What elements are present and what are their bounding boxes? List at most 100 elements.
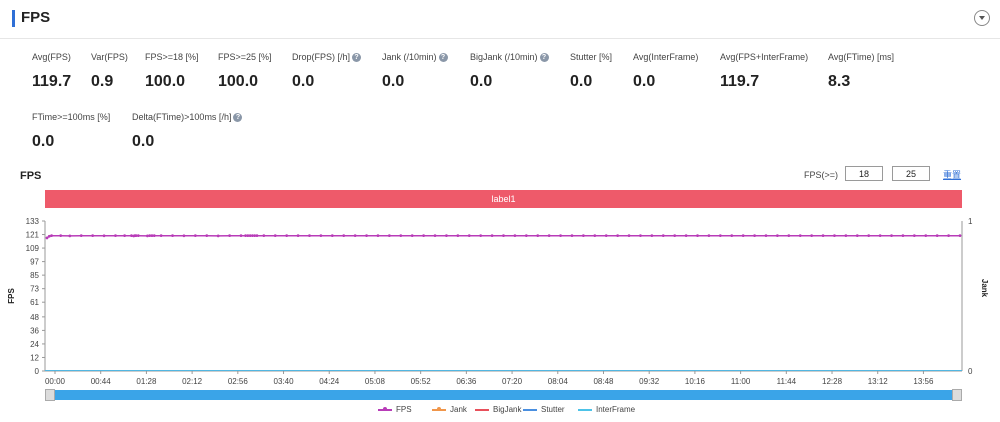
legend-swatch xyxy=(432,406,446,411)
collapse-chevron-icon[interactable] xyxy=(974,10,990,26)
metric-value: 0.0 xyxy=(570,73,593,90)
fps-point xyxy=(79,234,83,238)
fps-point xyxy=(935,234,939,238)
metric-label: BigJank (/10min)? xyxy=(470,52,549,62)
metric-item: Avg(FPS) 119.7 xyxy=(32,52,71,91)
fps-point xyxy=(547,234,551,238)
y-tick-label: 36 xyxy=(30,326,39,335)
fps-point xyxy=(570,234,574,238)
fps-point xyxy=(253,234,257,238)
fps-point xyxy=(867,234,871,238)
help-icon[interactable]: ? xyxy=(438,52,448,62)
y-tick-label: 0 xyxy=(35,367,40,376)
y-axis-label-right: Jank xyxy=(980,279,989,298)
legend-label: InterFrame xyxy=(596,405,636,414)
fps-point xyxy=(764,234,768,238)
slider-start-handle[interactable] xyxy=(45,389,55,401)
fps-threshold-label: FPS(>=) xyxy=(804,170,839,180)
x-tick-label: 06:36 xyxy=(456,377,477,386)
x-tick-label: 02:12 xyxy=(182,377,203,386)
metric-label: Avg(FTime) [ms] xyxy=(828,52,895,62)
fps-point xyxy=(627,234,631,238)
fps-point xyxy=(661,234,665,238)
y-tick-label: 61 xyxy=(30,298,39,307)
x-tick-label: 04:24 xyxy=(319,377,340,386)
fps-point xyxy=(296,234,300,238)
metric-value: 119.7 xyxy=(32,73,72,90)
fps-threshold-input-1[interactable]: 18 xyxy=(845,166,883,181)
fps-point xyxy=(741,234,745,238)
metric-label: Avg(FPS) xyxy=(32,52,71,62)
page-header: FPS xyxy=(0,0,1000,39)
fps-point xyxy=(399,234,403,238)
fps-point xyxy=(445,234,448,238)
y-right-tick-label: 0 xyxy=(968,367,973,376)
legend-item[interactable]: InterFrame xyxy=(578,405,635,414)
help-icon[interactable]: ? xyxy=(233,112,243,122)
legend-label: BigJank xyxy=(493,405,522,414)
reset-button[interactable]: 重置 xyxy=(943,170,962,180)
x-tick-label: 03:40 xyxy=(274,377,295,386)
x-tick-label: 07:20 xyxy=(502,377,523,386)
fps-point xyxy=(787,234,791,238)
metric-item: FPS>=18 [%] 100.0 xyxy=(145,52,199,91)
fps-point xyxy=(524,234,528,238)
metric-label: Avg(FPS+InterFrame) xyxy=(720,52,809,62)
label-band: label1 xyxy=(45,190,962,208)
fps-point xyxy=(502,234,505,238)
fps-point xyxy=(159,234,163,238)
fps-point xyxy=(776,234,779,238)
fps-point xyxy=(114,234,117,238)
help-icon[interactable]: ? xyxy=(539,52,549,62)
fps-point xyxy=(456,234,460,238)
legend-swatch xyxy=(523,408,537,411)
fps-point xyxy=(604,234,608,238)
x-tick-label: 00:00 xyxy=(45,377,66,386)
metric-item: Drop(FPS) [/h]? 0.0 xyxy=(292,52,362,91)
fps-point xyxy=(410,234,414,238)
fps-point xyxy=(718,234,722,238)
fps-point xyxy=(59,234,63,238)
metric-value: 0.0 xyxy=(470,73,493,90)
fps-point xyxy=(947,234,950,238)
fps-point xyxy=(239,234,243,238)
x-tick-label: 11:00 xyxy=(731,377,751,386)
time-range-slider[interactable] xyxy=(45,389,962,401)
fps-threshold-input-2[interactable]: 25 xyxy=(892,166,930,181)
legend-label: FPS xyxy=(396,405,412,414)
legend-item[interactable]: Stutter xyxy=(523,405,565,414)
fps-point xyxy=(308,234,311,238)
metric-value: 8.3 xyxy=(828,73,851,90)
fps-point xyxy=(581,234,585,238)
fps-point xyxy=(479,234,483,238)
fps-point xyxy=(228,234,232,238)
legend-item[interactable]: Jank xyxy=(432,405,467,414)
metric-label: Var(FPS) xyxy=(91,52,128,62)
x-tick-label: 13:12 xyxy=(868,377,889,386)
fps-point xyxy=(91,234,95,238)
metric-value: 0.0 xyxy=(32,133,55,150)
fps-point xyxy=(244,234,247,238)
fps-point xyxy=(821,234,825,238)
legend-item[interactable]: BigJank xyxy=(475,405,521,414)
legend-item[interactable]: FPS xyxy=(378,405,412,414)
fps-point xyxy=(901,234,905,238)
page-title: FPS xyxy=(21,9,51,26)
metric-item: FPS>=25 [%] 100.0 xyxy=(218,52,272,91)
help-icon[interactable]: ? xyxy=(352,52,362,62)
fps-point xyxy=(707,234,711,238)
y-tick-label: 121 xyxy=(26,231,40,240)
fps-point xyxy=(193,234,197,238)
fps-point xyxy=(68,234,72,238)
fps-point xyxy=(47,234,51,238)
slider-end-handle[interactable] xyxy=(952,389,962,401)
y-tick-label: 24 xyxy=(30,340,39,349)
fps-point xyxy=(123,234,127,238)
fps-point xyxy=(958,234,962,238)
fps-point xyxy=(490,234,494,238)
x-tick-label: 11:44 xyxy=(777,377,797,386)
fps-point xyxy=(146,234,149,238)
fps-point xyxy=(251,234,254,238)
fps-point xyxy=(616,234,620,238)
metric-label: FTime>=100ms [%] xyxy=(32,112,111,122)
